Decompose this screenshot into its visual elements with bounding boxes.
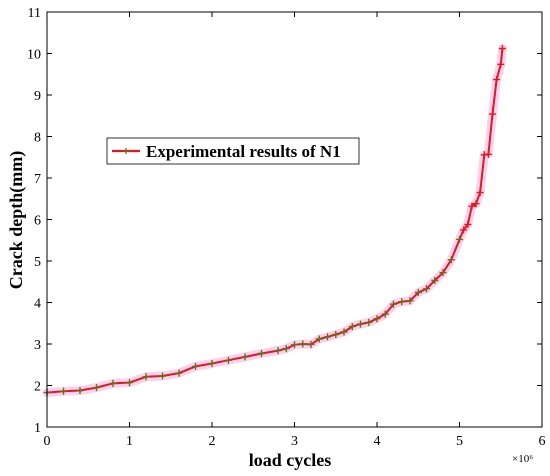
x-tick-label: 1 <box>126 434 133 449</box>
data-point <box>208 360 216 367</box>
data-point <box>291 341 298 349</box>
data-point <box>423 285 430 293</box>
data-point <box>498 45 506 52</box>
y-tick-label: 9 <box>34 89 41 104</box>
x-tick-label: 4 <box>374 434 381 449</box>
data-point <box>126 379 133 387</box>
data-point <box>175 369 183 377</box>
data-point <box>76 387 84 394</box>
data-point <box>324 333 331 341</box>
data-point <box>472 200 480 208</box>
data-point <box>332 331 340 338</box>
data-point <box>398 298 406 306</box>
data-point <box>93 384 100 392</box>
data-point <box>489 110 496 118</box>
x-tick-label: 6 <box>539 434 546 449</box>
data-point <box>493 76 501 84</box>
data-point <box>340 328 348 336</box>
legend-entry-label: Experimental results of N1 <box>146 142 341 161</box>
x-tick-label: 5 <box>456 434 463 449</box>
data-point <box>439 269 447 277</box>
data-point <box>348 323 356 331</box>
y-tick-label: 6 <box>34 214 41 229</box>
data-point <box>460 226 468 234</box>
data-point <box>373 315 381 323</box>
data-point <box>390 300 397 308</box>
y-tick-label: 1 <box>34 421 41 436</box>
data-point <box>447 256 455 264</box>
data-point <box>468 202 476 210</box>
data-point <box>282 345 290 353</box>
legend-box <box>106 137 360 165</box>
data-point <box>464 221 472 228</box>
y-tick-label: 8 <box>34 131 41 146</box>
y-tick-label: 7 <box>34 172 41 187</box>
data-point <box>142 373 150 381</box>
data-point <box>159 372 166 380</box>
data-point <box>60 387 67 395</box>
x-exponent-label: ×10⁶ <box>512 453 533 465</box>
data-point <box>497 60 505 68</box>
data-point <box>274 347 282 355</box>
y-axis-title: Crack depth(mm) <box>6 151 27 289</box>
legend-swatch-marker <box>123 148 129 154</box>
data-point <box>484 150 492 158</box>
data-point <box>258 350 265 357</box>
data-point <box>476 189 484 196</box>
data-point <box>357 320 364 328</box>
data-point <box>192 362 199 370</box>
plot-marks <box>42 44 507 398</box>
y-tick-label: 5 <box>34 255 41 270</box>
data-point <box>241 353 249 361</box>
x-axis-title: load cycles <box>249 450 332 470</box>
series-line-glow <box>42 44 507 398</box>
data-point <box>414 289 422 296</box>
legend: Experimental results of N1 <box>106 137 360 165</box>
data-point <box>315 335 323 343</box>
data-point <box>456 235 463 243</box>
x-tick-label: 3 <box>291 434 298 449</box>
data-point <box>299 340 307 348</box>
y-tick-label: 11 <box>28 6 41 21</box>
data-point <box>406 297 414 305</box>
y-tick-label: 3 <box>34 338 41 353</box>
data-point <box>225 356 232 364</box>
y-tick-label: 10 <box>27 48 41 63</box>
data-point <box>381 310 389 318</box>
data-point <box>365 318 373 326</box>
data-point <box>307 340 315 348</box>
x-tick-label: 0 <box>44 434 51 449</box>
y-tick-label: 4 <box>34 297 41 312</box>
y-tick-label: 2 <box>34 380 41 395</box>
x-tick-label: 2 <box>209 434 216 449</box>
series-line <box>46 48 504 394</box>
data-point <box>431 277 439 284</box>
data-point <box>109 379 117 387</box>
